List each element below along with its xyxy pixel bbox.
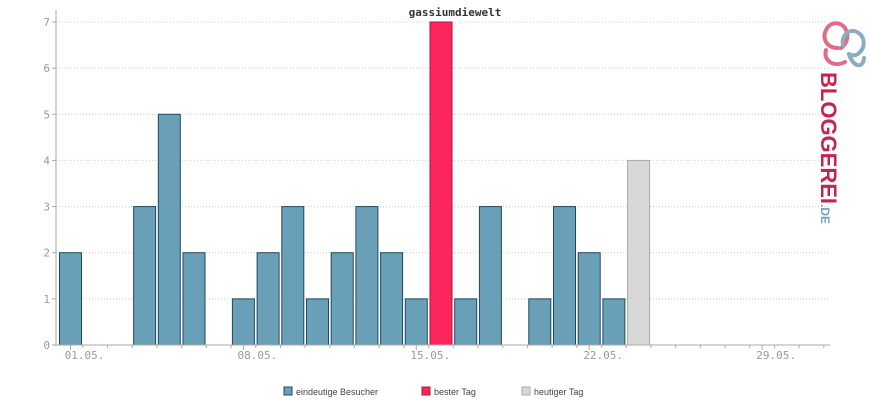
legend-label-today: heutiger Tag — [534, 387, 583, 397]
x-tick-label: 01.05. — [65, 349, 105, 362]
bars — [59, 21, 651, 346]
axes — [55, 10, 830, 346]
bar-unique — [355, 206, 379, 346]
legend-label-unique: eindeutige Besucher — [296, 387, 378, 397]
y-tick-label: 3 — [43, 201, 50, 214]
logo-icon — [822, 21, 866, 68]
logo-text: BLOGGEREI — [816, 72, 841, 204]
bar-unique — [256, 252, 280, 346]
y-tick-label: 5 — [43, 108, 50, 121]
bar-unique — [602, 298, 626, 346]
bar-unique — [133, 206, 157, 346]
legend-swatch-best — [421, 386, 431, 396]
bar-unique — [528, 298, 552, 346]
bar-unique — [59, 252, 82, 346]
logo-suffix: .DE — [818, 204, 832, 224]
bar-unique — [404, 298, 428, 346]
y-axis-ticks: 0 1 2 3 4 5 6 7 — [43, 16, 56, 352]
y-tick-label: 0 — [43, 339, 50, 352]
x-tick-label: 29.05. — [756, 349, 796, 362]
legend-swatch-today — [521, 386, 531, 396]
x-tick-label: 15.05. — [410, 349, 450, 362]
bar-unique — [182, 252, 206, 346]
bar-unique — [231, 298, 255, 346]
bar-unique — [478, 206, 502, 346]
x-axis-ticks: 01.05. 08.05. 15.05. 22.05. 29.05. — [65, 345, 825, 362]
y-tick-label: 4 — [43, 154, 50, 167]
x-tick-label: 08.05. — [238, 349, 278, 362]
bar-unique — [281, 206, 305, 346]
bar-unique — [306, 298, 329, 346]
y-tick-label: 2 — [43, 247, 50, 260]
y-tick-label: 6 — [43, 62, 50, 75]
bar-unique — [577, 252, 601, 346]
svg-text:BLOGGEREI.DE: BLOGGEREI.DE — [816, 72, 841, 224]
bloggerei-logo: BLOGGEREI.DE — [816, 21, 866, 224]
legend-label-best: bester Tag — [434, 387, 476, 397]
bar-today — [627, 159, 651, 346]
bar-unique — [454, 298, 478, 346]
bar-unique — [330, 252, 354, 346]
y-tick-label: 1 — [43, 293, 50, 306]
legend: eindeutige Besucher bester Tag heutiger Ta… — [283, 386, 583, 397]
bar-unique — [157, 113, 181, 346]
legend-swatch-unique — [283, 386, 293, 396]
x-tick-label: 22.05. — [583, 349, 623, 362]
chart-title: gassiumdiewelt — [409, 6, 502, 19]
bar-unique — [380, 252, 404, 346]
bar-unique — [553, 206, 576, 346]
bar-best — [429, 21, 453, 346]
y-tick-label: 7 — [43, 16, 50, 29]
